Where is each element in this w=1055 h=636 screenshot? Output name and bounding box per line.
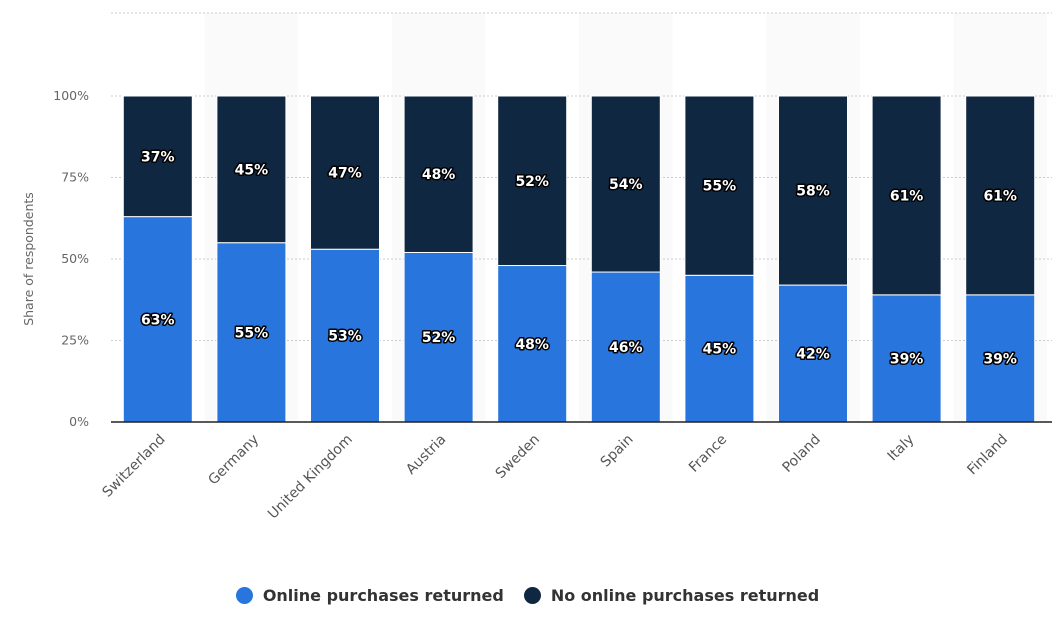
bar-segment xyxy=(778,284,848,423)
bar-segment xyxy=(497,95,568,267)
data-label: 58% xyxy=(796,184,830,200)
data-label: 63% xyxy=(141,312,175,328)
y-tick-label: 75% xyxy=(61,170,89,185)
bar-segment xyxy=(778,95,848,286)
stacked-bar-chart: 0% 25% 50% 75% 100% Share of respondents 63% 37… xyxy=(21,12,1052,523)
data-label: 45% xyxy=(235,162,269,178)
bar-segment xyxy=(590,271,661,423)
data-label: 48% xyxy=(515,337,549,353)
data-label: 48% xyxy=(422,167,456,183)
data-label: 39% xyxy=(890,351,924,367)
data-label: 55% xyxy=(703,179,737,195)
data-label: 52% xyxy=(515,174,549,190)
y-axis-title: Share of respondents xyxy=(21,192,36,326)
data-label: 47% xyxy=(328,166,362,182)
y-tick-label: 50% xyxy=(61,251,89,266)
legend-label-not-returned: No online purchases returned xyxy=(550,586,820,605)
bar-segment xyxy=(403,95,474,253)
x-tick-label: Austria xyxy=(403,432,449,478)
bar-segment xyxy=(590,95,661,273)
y-tick-label: 25% xyxy=(61,333,89,348)
data-label: 52% xyxy=(422,330,456,346)
x-tick-label: Poland xyxy=(779,432,823,476)
bar-segment xyxy=(497,265,568,423)
bar-segment xyxy=(122,95,193,218)
x-tick-label: Germany xyxy=(205,432,262,489)
x-tick-label: Sweden xyxy=(493,432,543,482)
legend-marker-returned xyxy=(235,587,253,604)
legend-label-returned: Online purchases returned xyxy=(262,586,504,605)
data-label: 55% xyxy=(235,325,269,341)
x-tick-label: France xyxy=(686,432,730,476)
legend-item-returned[interactable]: Online purchases returned xyxy=(235,586,504,605)
bar-segment xyxy=(403,251,474,423)
bar-segment xyxy=(216,242,287,423)
data-label: 37% xyxy=(141,149,175,165)
bar-segment xyxy=(310,95,380,250)
legend: Online purchases returned No online purc… xyxy=(0,586,1055,605)
x-tick-label: Finland xyxy=(964,432,1011,479)
data-label: 42% xyxy=(796,347,830,363)
data-label: 54% xyxy=(609,177,643,193)
data-label: 46% xyxy=(609,340,643,356)
data-label: 61% xyxy=(890,188,924,204)
bar-segment xyxy=(871,95,942,296)
x-tick-label: Italy xyxy=(885,432,918,465)
x-tick-label: Switzerland xyxy=(100,432,169,501)
bar-segment xyxy=(310,248,380,423)
bar-segment xyxy=(965,95,1036,296)
bar-segment xyxy=(965,294,1036,423)
data-label: 45% xyxy=(703,342,737,358)
legend-item-not-returned[interactable]: No online purchases returned xyxy=(523,586,820,605)
y-tick-label: 0% xyxy=(69,414,89,429)
bar-segment xyxy=(122,216,193,423)
legend-marker-not-returned xyxy=(523,587,541,604)
bar-segment xyxy=(684,95,755,276)
data-label: 39% xyxy=(983,351,1017,367)
x-tick-label: United Kingdom xyxy=(265,432,356,523)
y-tick-label: 100% xyxy=(53,88,89,103)
data-label: 53% xyxy=(328,329,362,345)
data-label: 61% xyxy=(983,188,1017,204)
bar-segment xyxy=(216,95,287,244)
x-tick-label: Spain xyxy=(598,432,637,471)
